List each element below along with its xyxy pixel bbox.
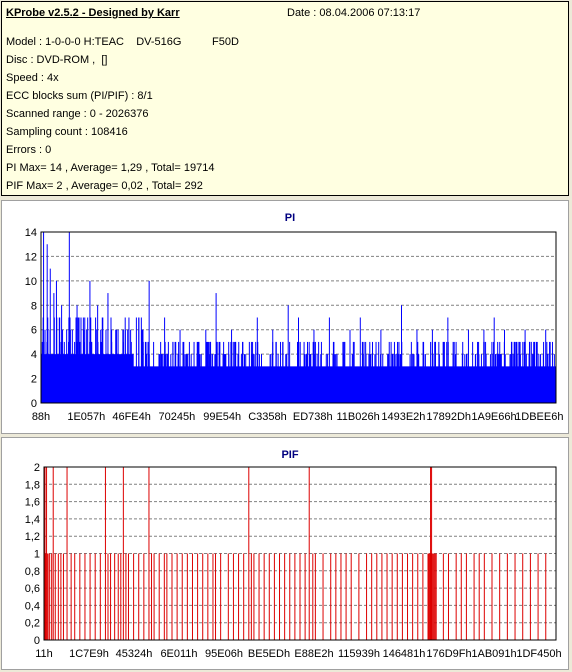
pif-y-tick-label: 0 <box>34 635 40 647</box>
app-title: KProbe v2.5.2 - Designed by Karr <box>6 7 180 19</box>
pif-y-tick-label: 0,8 <box>25 566 40 578</box>
pi-x-tick-label: 1493E2h <box>381 411 425 423</box>
pi-x-tick-label: C3358h <box>248 411 287 423</box>
pif-x-tick-label: 115939h <box>338 648 380 660</box>
pi-chart: PI 0 2 4 6 8 10 12 14 88h 1E057h 46FE4h 70245h 99E54… <box>25 212 564 423</box>
pif-y-tick-label: 1 <box>34 549 40 561</box>
pi-y-tick-label: 10 <box>25 276 37 288</box>
errors-line: Errors : 0 <box>6 144 52 156</box>
pi-x-tick-label: 1A9E66h <box>471 411 516 423</box>
pi-plot-border <box>40 231 557 404</box>
pi-y-tick-label: 12 <box>25 251 37 263</box>
pi-x-tick-label: 1E057h <box>67 411 105 423</box>
pi-x-tick-label: 99E54h <box>203 411 241 423</box>
pi-y-tick-label: 2 <box>31 374 37 386</box>
pif-x-tick-label: 6E011h <box>160 648 197 660</box>
pif-plot-border <box>43 466 557 641</box>
pif-x-tick-label: 45324h <box>116 648 153 660</box>
pi-x-tick-label: 88h <box>32 411 50 423</box>
pi-chart-title: PI <box>285 212 295 224</box>
range-line: Scanned range : 0 - 2026376 <box>6 108 149 120</box>
pif-y-tick-label: 0,2 <box>25 618 40 630</box>
pif-x-tick-label: 1C7E9h <box>69 648 109 660</box>
sampling-line: Sampling count : 108416 <box>6 126 128 138</box>
scan-date: Date : 08.04.2006 07:13:17 <box>287 7 421 19</box>
pi-summary-line: PI Max= 14 , Average= 1,29 , Total= 1971… <box>6 162 215 174</box>
pif-x-tick-label: 146481h <box>383 648 426 660</box>
pif-x-tick-label: 95E06h <box>205 648 243 660</box>
pi-y-tick-label: 4 <box>31 349 37 361</box>
pi-x-tick-label: 70245h <box>159 411 196 423</box>
pif-x-tick-label: BE5EDh <box>248 648 290 660</box>
pi-x-tick-label: 46FE4h <box>112 411 151 423</box>
pif-x-tick-label: 176D9Fh <box>426 648 471 660</box>
pi-x-tick-label: 17892Dh <box>426 411 471 423</box>
pif-y-tick-label: 1,4 <box>25 514 40 526</box>
pif-chart-panel: PIF 0 0,2 0,4 0,6 0,8 1 1,2 1,4 1,6 1,8 2 11h 1C7E9h… <box>1 437 569 670</box>
pif-chart: PIF 0 0,2 0,4 0,6 0,8 1 1,2 1,4 1,6 1,8 2 11h 1C7E9h… <box>25 449 562 660</box>
pif-y-tick-label: 2 <box>34 462 40 474</box>
pif-y-tick-label: 1,6 <box>25 497 40 509</box>
pi-x-tick-label: 1DBEE6h <box>515 411 563 423</box>
disc-line: Disc : DVD-ROM , [] <box>6 54 108 66</box>
pi-y-tick-label: 6 <box>31 325 37 337</box>
info-panel: KProbe v2.5.2 - Designed by Karr Date : … <box>1 1 569 196</box>
pi-y-tick-label: 8 <box>31 300 37 312</box>
pif-y-tick-label: 0,4 <box>25 600 40 612</box>
model-line: Model : 1-0-0-0 H:TEAC DV-516G F50D <box>6 36 239 48</box>
pif-x-tick-label: 11h <box>35 648 53 660</box>
pi-chart-panel: PI 0 2 4 6 8 10 12 14 88h 1E057h 46FE4h 70245h 99E54… <box>1 200 569 434</box>
pi-x-tick-label: ED738h <box>293 411 333 423</box>
pif-y-tick-label: 1,8 <box>25 479 40 491</box>
pif-x-tick-label: 1DF450h <box>516 648 561 660</box>
pif-summary-line: PIF Max= 2 , Average= 0,02 , Total= 292 <box>6 180 203 192</box>
pif-x-tick-label: E88E2h <box>294 648 333 660</box>
pif-x-tick-label: 1AB091h <box>471 648 516 660</box>
pif-chart-title: PIF <box>281 449 298 461</box>
pif-y-tick-label: 1,2 <box>25 531 40 543</box>
pi-y-tick-label: 14 <box>25 227 37 239</box>
ecc-line: ECC blocks sum (PI/PIF) : 8/1 <box>6 90 153 102</box>
pi-y-tick-label: 0 <box>31 398 37 410</box>
pif-y-tick-label: 0,6 <box>25 583 40 595</box>
pi-x-tick-label: 11B026h <box>336 411 379 423</box>
speed-line: Speed : 4x <box>6 72 59 84</box>
